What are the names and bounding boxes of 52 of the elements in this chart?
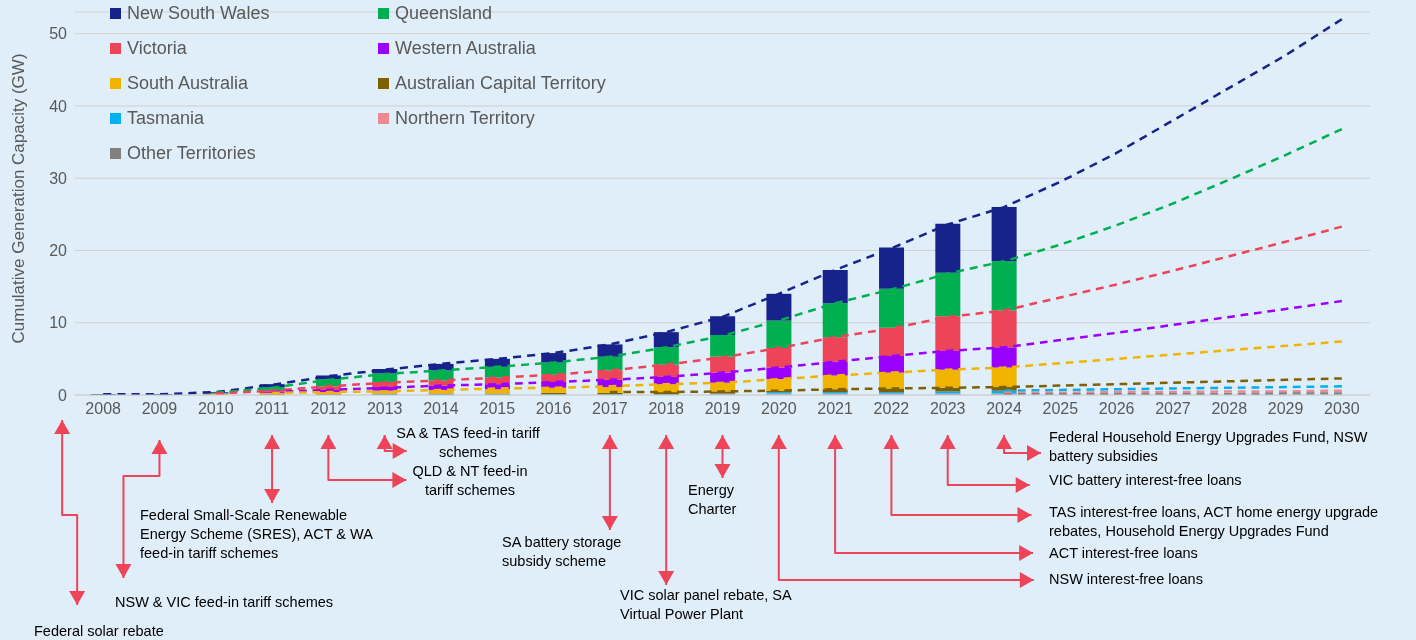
text: Federal solar rebate [34, 622, 165, 640]
x-tick-label: 2025 [1042, 400, 1079, 418]
x-tick-label: 2012 [310, 400, 347, 418]
x-tick-label: 2020 [761, 400, 797, 418]
x-tick-label: 2021 [817, 400, 854, 418]
x-tick-label: 2015 [479, 400, 516, 418]
y-tick-label: 10 [49, 314, 68, 332]
legend-label: Australian Capital Territory [395, 72, 606, 94]
text: ACT interest-free loans [1049, 544, 1199, 563]
x-tick-label: 2010 [197, 400, 234, 418]
x-tick-label: 2008 [85, 400, 122, 418]
x-tick-label: 2016 [535, 400, 572, 418]
legend-label: Queensland [395, 2, 493, 24]
y-tick-label: 50 [49, 25, 68, 43]
x-tick-label: 2011 [254, 400, 290, 418]
text: QLD & NT feed-in tariff schemes [411, 462, 529, 500]
x-tick-label: 2026 [1098, 400, 1135, 418]
legend-label: Other Territories [127, 142, 256, 164]
legend-label: South Australia [127, 72, 249, 94]
text: VIC solar panel rebate, SA Virtual Power Plant [620, 586, 793, 624]
text: NSW & VIC feed-in tariff schemes [115, 593, 335, 612]
x-tick-label: 2029 [1267, 400, 1304, 418]
text: TAS interest-free loans, ACT home energy upgrade rebates, Household Energy Upgrades Fund [1049, 503, 1380, 541]
x-tick-label: 2014 [423, 400, 459, 418]
y-tick-label: 0 [58, 386, 68, 404]
text: SA & TAS feed-in tariff schemes [395, 424, 541, 462]
x-tick-label: 2028 [1211, 400, 1248, 418]
legend-label: Tasmania [127, 107, 205, 129]
x-tick-label: 2018 [648, 400, 685, 418]
text: SA battery storage subsidy scheme [502, 533, 623, 571]
legend-label: New South Wales [127, 2, 270, 24]
x-tick-label: 2030 [1324, 400, 1360, 418]
legend-label: Victoria [127, 37, 187, 59]
y-tick-label: 30 [49, 169, 68, 187]
legend-label: Northern Territory [395, 107, 535, 129]
legend-label: Western Australia [395, 37, 536, 59]
x-tick-label: 2023 [929, 400, 966, 418]
y-tick-label: 20 [49, 242, 68, 260]
text: Federal Small-Scale Renewable Energy Scheme (SRES), ACT & WA feed-in tariff schemes [140, 506, 374, 563]
y-tick-label: 40 [49, 97, 68, 115]
x-tick-label: 2027 [1155, 400, 1191, 418]
text: Federal Household Energy Upgrades Fund, NSW battery subsidies [1049, 428, 1369, 466]
text: NSW interest-free loans [1049, 570, 1204, 589]
x-tick-label: 2019 [704, 400, 741, 418]
x-tick-label: 2024 [986, 400, 1022, 418]
x-tick-label: 2009 [141, 400, 178, 418]
text: Energy Charter [688, 481, 738, 519]
y-axis-title: Cumulative Generation Capacity (GW) [9, 53, 29, 344]
x-tick-label: 2022 [873, 400, 910, 418]
text: VIC battery interest-free loans [1049, 471, 1243, 490]
x-tick-label: 2017 [592, 400, 628, 418]
x-tick-label: 2013 [366, 400, 403, 418]
